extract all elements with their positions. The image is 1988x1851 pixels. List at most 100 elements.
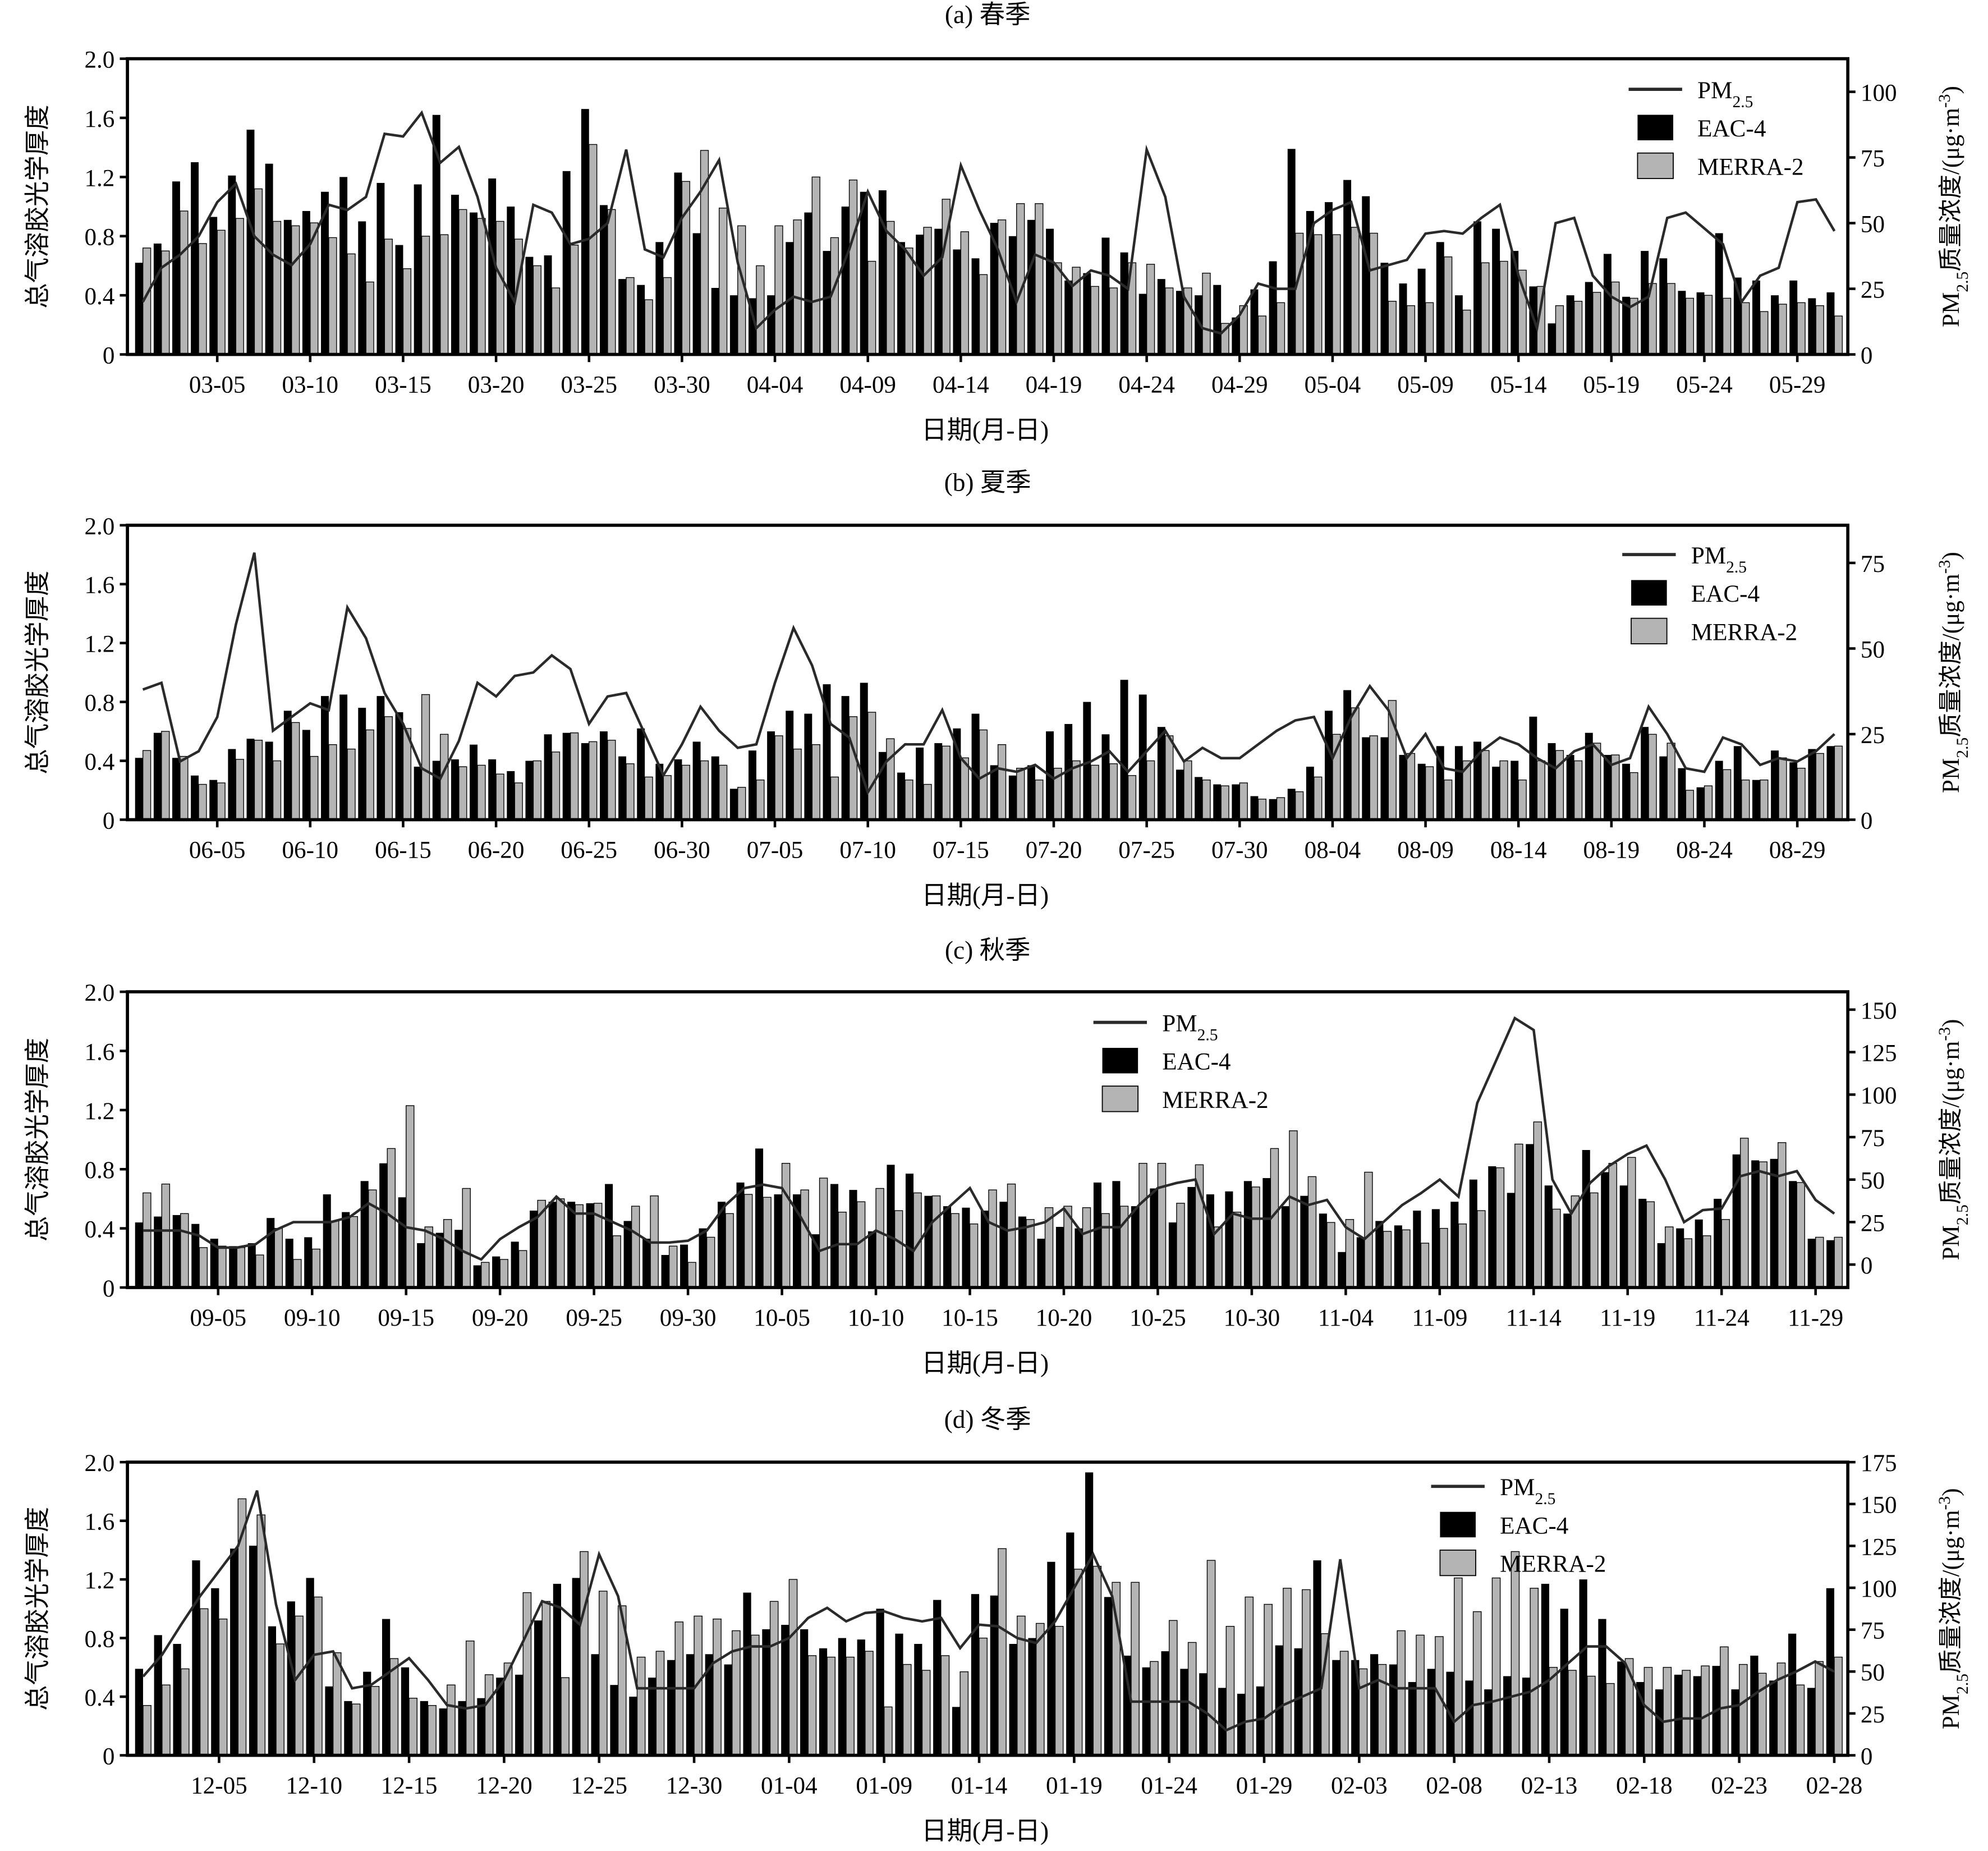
bar-eac4 xyxy=(1529,716,1537,820)
legend-label-merra2: MERRA-2 xyxy=(1691,619,1797,645)
bar-eac4 xyxy=(285,1239,293,1288)
plot-frame xyxy=(126,990,1850,1289)
bar-merra2 xyxy=(1587,1675,1596,1756)
y-axis-label: 总气溶胶光学厚度 xyxy=(24,1507,52,1711)
bar-eac4 xyxy=(1232,317,1240,355)
bar-eac4 xyxy=(1112,1181,1121,1288)
x-tick-label: 12-25 xyxy=(571,1773,627,1799)
bar-merra2 xyxy=(199,1247,208,1288)
bar-eac4 xyxy=(458,1701,466,1756)
legend-swatch-merra2 xyxy=(1631,617,1668,644)
bar-merra2 xyxy=(793,219,802,355)
bar-merra2 xyxy=(750,1634,760,1756)
bar-merra2 xyxy=(495,221,504,355)
bar-eac4 xyxy=(793,1194,801,1288)
bar-eac4 xyxy=(358,708,366,820)
x-tick-label: 06-10 xyxy=(282,837,338,864)
bar-merra2 xyxy=(867,260,876,355)
bar-eac4 xyxy=(1300,1195,1309,1288)
bar-eac4 xyxy=(1027,219,1035,355)
bar-merra2 xyxy=(1573,760,1583,821)
bar-eac4 xyxy=(1195,777,1203,820)
bar-eac4 xyxy=(1566,295,1574,355)
bar-eac4 xyxy=(382,1619,391,1756)
bar-eac4 xyxy=(515,1674,524,1756)
bar-merra2 xyxy=(718,764,728,821)
bar-eac4 xyxy=(1826,1240,1835,1288)
bar-merra2 xyxy=(499,1259,508,1288)
y-right-tick-label: 125 xyxy=(1861,1040,1897,1066)
bar-merra2 xyxy=(1202,272,1211,355)
bar-merra2 xyxy=(570,244,579,355)
x-tick-label: 04-24 xyxy=(1118,372,1175,398)
bar-merra2 xyxy=(1568,1670,1577,1756)
bar-merra2 xyxy=(1165,287,1174,355)
bar-merra2 xyxy=(162,1684,171,1756)
bar-eac4 xyxy=(1659,258,1668,355)
bar-eac4 xyxy=(1287,789,1296,820)
bar-eac4 xyxy=(711,287,719,355)
bar-eac4 xyxy=(800,1629,809,1756)
bar-merra2 xyxy=(406,1105,415,1288)
bar-merra2 xyxy=(1314,234,1323,355)
bar-merra2 xyxy=(1439,1227,1448,1288)
bar-merra2 xyxy=(272,221,282,355)
bar-eac4 xyxy=(1009,1644,1017,1756)
bar-merra2 xyxy=(1109,763,1118,821)
y-tick-label: 0.4 xyxy=(84,1685,114,1711)
bar-eac4 xyxy=(905,1174,914,1288)
bar-merra2 xyxy=(180,1213,189,1288)
bar-eac4 xyxy=(1256,1686,1265,1756)
bar-eac4 xyxy=(1488,1166,1496,1288)
bar-merra2 xyxy=(1481,262,1490,355)
bar-merra2 xyxy=(254,188,263,355)
bar-eac4 xyxy=(553,1583,562,1756)
bar-merra2 xyxy=(1573,300,1583,355)
bar-eac4 xyxy=(661,1255,669,1288)
x-tick-label: 05-29 xyxy=(1769,372,1826,398)
bar-eac4 xyxy=(1450,1202,1459,1288)
bar-merra2 xyxy=(838,1211,847,1288)
bar-eac4 xyxy=(830,1184,839,1288)
y-right-axis-label: PM2.5质量浓度/(μg·m-3) xyxy=(1936,86,1972,327)
x-tick-label: 10-20 xyxy=(1036,1305,1092,1331)
bar-merra2 xyxy=(1053,262,1062,355)
bar-eac4 xyxy=(1826,1588,1834,1756)
bar-eac4 xyxy=(153,243,162,355)
bar-merra2 xyxy=(884,1706,893,1756)
bar-eac4 xyxy=(1454,746,1463,820)
bar-merra2 xyxy=(198,243,207,355)
x-axis-label: 日期(月-日) xyxy=(921,1817,1049,1845)
bar-eac4 xyxy=(473,1265,481,1288)
y-right-tick-label: 0 xyxy=(1861,1253,1873,1279)
bar-eac4 xyxy=(1492,767,1500,820)
bar-eac4 xyxy=(439,1708,447,1756)
bar-merra2 xyxy=(328,237,337,355)
bar-eac4 xyxy=(610,1685,618,1756)
bar-eac4 xyxy=(711,756,719,820)
bar-eac4 xyxy=(1075,1228,1083,1288)
bar-eac4 xyxy=(934,228,943,355)
bar-eac4 xyxy=(268,1626,277,1756)
bar-eac4 xyxy=(990,765,998,820)
bar-merra2 xyxy=(332,1652,342,1756)
bar-merra2 xyxy=(1530,1588,1539,1756)
bar-eac4 xyxy=(1232,784,1240,820)
y-right-tick-label: 25 xyxy=(1861,1702,1885,1728)
x-tick-label: 05-24 xyxy=(1676,372,1733,398)
y-tick-label: 1.6 xyxy=(84,1039,114,1065)
bar-eac4 xyxy=(655,763,664,820)
bar-merra2 xyxy=(1444,256,1453,355)
bar-merra2 xyxy=(1294,232,1304,355)
plot-frame xyxy=(126,524,1850,822)
bar-merra2 xyxy=(769,1601,779,1756)
bar-eac4 xyxy=(507,207,515,355)
x-tick-label: 12-05 xyxy=(191,1773,247,1799)
bar-eac4 xyxy=(686,1654,695,1756)
bar-eac4 xyxy=(1083,702,1091,820)
bar-eac4 xyxy=(1541,1583,1550,1756)
bar-merra2 xyxy=(310,756,319,821)
bar-eac4 xyxy=(534,1620,543,1756)
chart-panel-3: (c) 秋季 0 0.4 0.8 1.2 1.6 2.0 0 25 50 75 100 125 150 09… xyxy=(24,936,1972,1377)
plot-frame xyxy=(126,57,1850,356)
